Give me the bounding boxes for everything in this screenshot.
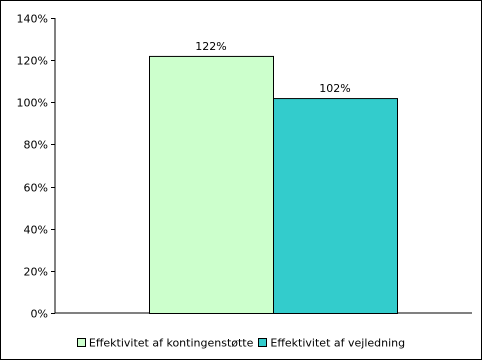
legend-item-kontingentstotte: Effektivitet af kontingenstøtte <box>76 336 254 350</box>
legend-label-kontingentstotte: Effektivitet af kontingenstøtte <box>88 336 254 350</box>
bar-kontingentstotte <box>149 55 274 315</box>
bar-vejledning <box>273 98 398 314</box>
y-tick-label: 0% <box>31 308 48 321</box>
legend-swatch-kontingentstotte <box>76 337 86 347</box>
y-tick-label: 120% <box>17 55 48 68</box>
y-tick-label: 40% <box>24 224 48 237</box>
y-tick-label: 100% <box>17 97 48 110</box>
data-labels: 122% 102% <box>195 40 350 95</box>
y-tick-label: 140% <box>17 13 48 26</box>
legend-item-vejledning: Effektivitet af vejledning <box>258 336 405 350</box>
bars <box>149 55 398 315</box>
axes: 0% 20% 40% 60% 80% 100% 120% 140% <box>17 13 472 321</box>
y-tick-label: 80% <box>24 139 48 152</box>
y-tick-label: 20% <box>24 266 48 279</box>
y-tick-label: 60% <box>24 182 48 195</box>
legend-label-vejledning: Effektivitet af vejledning <box>270 336 406 350</box>
legend-swatch-vejledning <box>258 337 268 347</box>
data-label-kontingentstotte: 122% <box>195 40 226 53</box>
data-label-vejledning: 102% <box>319 82 350 95</box>
legend: Effektivitet af kontingenstøtte Effektiv… <box>0 336 482 350</box>
